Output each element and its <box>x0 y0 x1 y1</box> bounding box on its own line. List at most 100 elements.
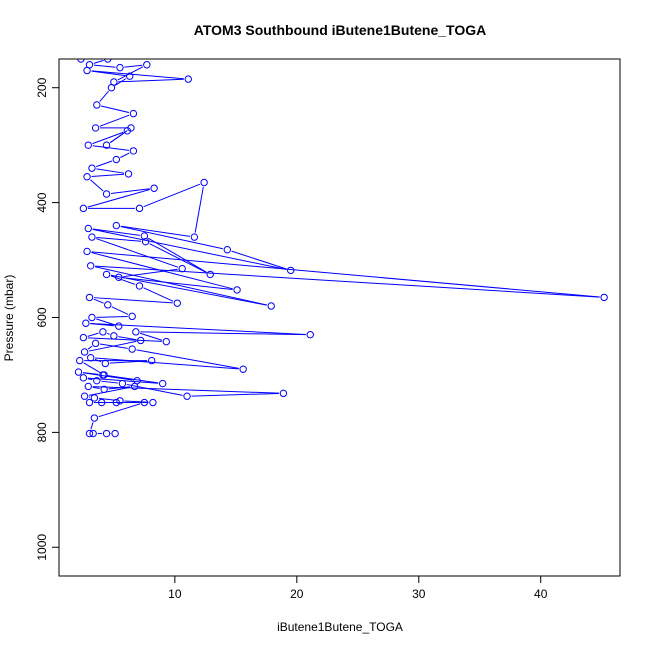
y-axis: 200 400 600 800 1000 <box>35 77 59 561</box>
series-line-segment <box>109 360 148 364</box>
series-line-segment <box>96 318 115 326</box>
series-line-segment <box>87 378 93 381</box>
series-line-segment <box>148 237 207 273</box>
data-point <box>88 164 96 172</box>
series-line-segment <box>93 297 173 304</box>
data-point <box>91 124 100 132</box>
series-line-segment <box>83 362 101 374</box>
data-point <box>77 59 85 63</box>
series-line-segment <box>194 186 204 233</box>
data-point <box>128 345 136 353</box>
data-point <box>239 365 247 373</box>
series-line-segment <box>92 228 287 270</box>
series-line-segment <box>95 265 600 298</box>
data-point <box>135 204 144 213</box>
series-line-segment <box>231 250 287 270</box>
data-point <box>150 184 158 192</box>
y-tick-label: 200 <box>35 77 49 97</box>
data-point <box>84 382 92 391</box>
data-point <box>100 385 108 394</box>
data-point <box>129 109 138 118</box>
data-point <box>162 337 171 346</box>
series-line-segment <box>136 349 239 369</box>
data-point <box>76 356 84 365</box>
series-line-segment <box>126 383 183 396</box>
data-point <box>104 59 112 63</box>
series-line-segment <box>90 422 94 430</box>
series-line-segment <box>114 78 127 86</box>
series-line-segment <box>120 152 130 158</box>
series-line-segment <box>139 332 163 341</box>
data-point <box>87 262 95 270</box>
series-line-segment <box>143 183 201 208</box>
data-point <box>84 224 92 233</box>
series-line-segment <box>92 386 100 389</box>
data-point <box>206 270 214 279</box>
chart-title: ATOM3 Southbound iButene1Butene_TOGA <box>194 22 486 38</box>
data-point <box>91 339 100 348</box>
series-line-segment <box>91 70 126 77</box>
data-point <box>83 66 91 75</box>
series-line-segment <box>90 179 104 192</box>
series-line-segment <box>82 372 99 375</box>
data-point <box>93 101 101 109</box>
data-point <box>93 376 101 385</box>
y-tick-label: 400 <box>35 192 49 212</box>
data-point <box>79 374 88 382</box>
data-point <box>132 328 140 336</box>
data-point <box>149 398 157 407</box>
plot-area <box>74 59 608 438</box>
data-point <box>158 379 167 388</box>
data-point <box>178 264 186 273</box>
data-point <box>279 389 288 398</box>
series-line-segment <box>110 275 136 285</box>
data-point <box>79 333 88 342</box>
series-line-segment <box>120 225 190 237</box>
series-line-segment <box>87 332 99 337</box>
x-tick-label: 40 <box>534 587 548 601</box>
y-axis-label: Pressure (mbar) <box>2 275 16 362</box>
data-point <box>115 322 123 330</box>
data-point <box>137 336 145 345</box>
data-point <box>102 429 111 438</box>
data-point <box>183 392 191 400</box>
series-line-segment <box>123 277 233 290</box>
data-point <box>102 141 111 149</box>
data-point <box>129 147 138 155</box>
series-line-segment <box>91 173 125 177</box>
x-axis: 10 20 30 40 <box>168 576 548 601</box>
series-line-segment <box>101 105 130 114</box>
data-point <box>87 354 95 362</box>
series-line-segment <box>108 386 131 390</box>
data-point <box>85 429 94 438</box>
series-line-segment <box>101 380 119 384</box>
data-point <box>173 299 181 307</box>
series-line-segment <box>98 403 141 418</box>
series-line-segment <box>96 160 113 168</box>
data-point <box>115 273 123 281</box>
data-point <box>118 379 127 388</box>
series-line-segment <box>93 59 104 64</box>
series-line-segment <box>90 322 306 336</box>
x-tick-label: 10 <box>168 587 182 601</box>
series-line-segment <box>143 287 174 302</box>
series-line-segment <box>96 236 142 242</box>
data-point <box>141 237 150 246</box>
series-line-segment <box>124 64 143 68</box>
data-point <box>112 398 121 407</box>
data-point <box>88 233 96 241</box>
data-point <box>88 313 96 322</box>
series-line-segment <box>92 131 124 145</box>
data-point <box>84 141 92 149</box>
data-point <box>184 75 192 83</box>
data-point <box>116 63 124 72</box>
data-point <box>116 397 124 405</box>
data-point <box>128 312 136 321</box>
series-line-segment <box>93 298 104 304</box>
data-point <box>112 155 121 164</box>
series-line-segment <box>118 78 184 83</box>
data-point <box>200 178 208 187</box>
data-point <box>90 414 99 422</box>
